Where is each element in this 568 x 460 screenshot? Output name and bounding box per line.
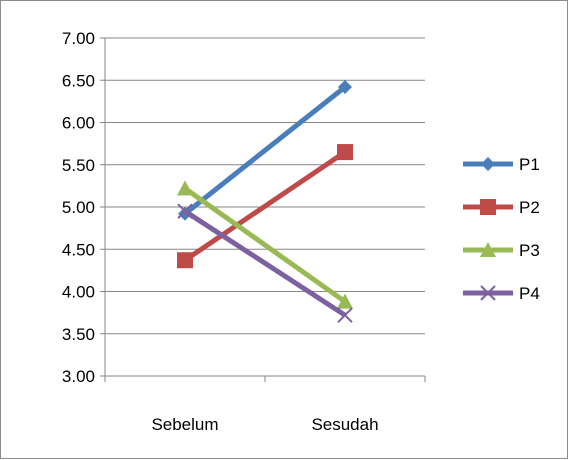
y-tick-label: 5.50 (62, 156, 95, 175)
series-line-p3 (183, 186, 347, 304)
marker-stroke (337, 307, 353, 323)
legend-label-p1: P1 (519, 155, 540, 174)
series-group (177, 80, 353, 323)
legend-marker-p1 (481, 157, 495, 171)
y-tick-label: 6.50 (62, 71, 95, 90)
legend: P1 P2 P3 P4 (463, 155, 540, 303)
data-point-p2 (337, 144, 353, 161)
series-line-p2 (183, 150, 347, 263)
legend-marker-p3 (480, 242, 496, 257)
series-line-p4 (183, 209, 347, 318)
axes (100, 37, 426, 382)
y-tick-label: 6.00 (62, 114, 95, 133)
data-point-p1 (338, 80, 352, 95)
x-axis-tick-labels: Sebelum Sesudah (151, 415, 378, 434)
data-point-p3 (337, 293, 353, 309)
x-tick-label: Sesudah (311, 415, 378, 434)
data-point-p3 (177, 180, 193, 196)
legend-marker-p2 (480, 199, 496, 215)
legend-label-p4: P4 (519, 284, 540, 303)
legend-marker-p4 (480, 285, 496, 301)
y-tick-label: 4.50 (62, 240, 95, 259)
legend-label-p3: P3 (519, 241, 540, 260)
marker-stroke (177, 203, 193, 219)
data-point-p4 (177, 203, 193, 219)
y-tick-label: 7.00 (62, 29, 95, 48)
y-tick-label: 5.00 (62, 198, 95, 217)
x-tick-label: Sebelum (151, 415, 218, 434)
y-tick-label: 4.00 (62, 283, 95, 302)
y-tick-label: 3.50 (62, 325, 95, 344)
series-line-p1 (183, 85, 347, 216)
data-point-p2 (177, 252, 193, 269)
y-axis-tick-labels: 3.00 3.50 4.00 4.50 5.00 5.50 6.00 6.50 7.00 (62, 29, 95, 386)
marker-stroke (480, 285, 496, 301)
y-tick-label: 3.00 (62, 367, 95, 386)
data-point-p4 (337, 307, 353, 323)
legend-label-p2: P2 (519, 198, 540, 217)
